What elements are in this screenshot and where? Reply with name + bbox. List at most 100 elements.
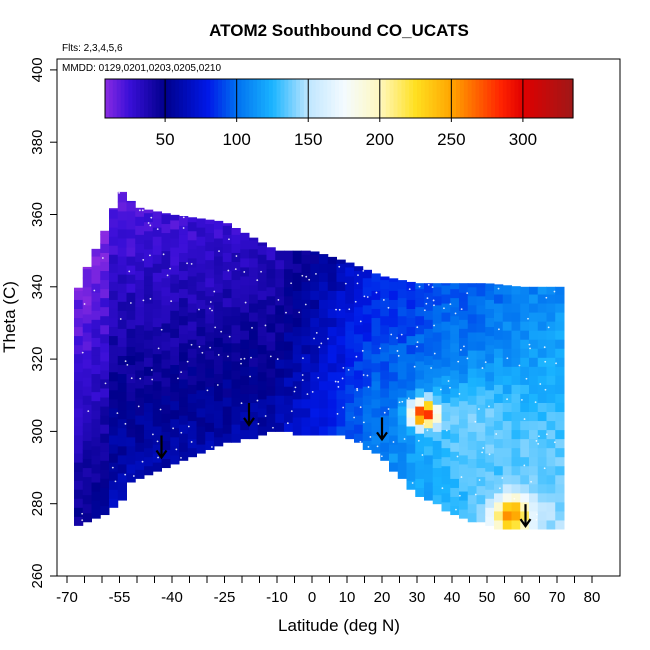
flight-track-point (177, 377, 179, 380)
field-cell (459, 463, 469, 474)
field-cell (222, 369, 232, 380)
field-cell (284, 304, 294, 315)
colorbar-swatch (186, 79, 192, 118)
field-cell (161, 241, 171, 252)
field-cell (222, 261, 232, 272)
field-cell (117, 247, 127, 257)
field-cell (214, 328, 224, 338)
field-cell (152, 380, 162, 391)
field-cell (537, 286, 547, 295)
field-cell (82, 422, 92, 432)
flight-track-point (175, 448, 178, 451)
field-cell (222, 243, 232, 253)
field-cell (441, 321, 451, 331)
field-cell (467, 404, 477, 414)
field-cell (117, 310, 127, 320)
field-cell (249, 348, 259, 358)
field-cell (459, 391, 469, 402)
colorbar-swatch (342, 79, 348, 118)
field-cell (284, 386, 294, 396)
field-cell (494, 519, 504, 530)
field-cell (187, 375, 197, 385)
field-cell (380, 351, 390, 362)
field-cell (292, 326, 302, 337)
field-cell (231, 360, 241, 371)
field-cell (529, 312, 539, 322)
field-cell (371, 308, 381, 319)
field-cell (546, 510, 556, 521)
field-cell (310, 281, 320, 291)
field-cell (205, 395, 215, 405)
field-cell (555, 465, 565, 476)
field-cell (537, 447, 547, 458)
field-cell (467, 494, 477, 505)
field-cell (284, 350, 294, 360)
colorbar-swatch (506, 79, 512, 118)
field-cell (179, 234, 189, 244)
field-cell (117, 445, 127, 456)
field-cell (275, 295, 285, 306)
field-cell (187, 303, 197, 313)
field-cell (336, 326, 346, 337)
field-cell (222, 433, 232, 443)
field-cell (529, 411, 539, 422)
field-cell (459, 400, 469, 411)
field-cell (494, 284, 504, 286)
field-cell (161, 331, 171, 342)
field-cell (362, 431, 372, 441)
x-tick-label: 30 (409, 589, 426, 606)
field-cell (511, 348, 521, 358)
field-cell (406, 480, 416, 490)
colorbar-swatch (487, 79, 492, 118)
field-cell (494, 366, 504, 376)
field-cell (406, 371, 416, 382)
field-cell (205, 368, 215, 378)
field-cell (450, 424, 460, 434)
flight-track-point (547, 326, 550, 329)
field-cell (161, 368, 171, 378)
field-cell (371, 444, 381, 454)
field-cell (161, 449, 171, 460)
field-cell (345, 393, 355, 403)
colorbar: 50 100 150 200 250 300 (104, 78, 574, 149)
field-cell (441, 483, 451, 494)
field-cell (406, 299, 416, 309)
field-cell (327, 353, 337, 364)
colorbar-swatch (409, 79, 414, 118)
field-cell (476, 341, 486, 351)
field-cell (82, 277, 92, 288)
flight-arrow-head (519, 518, 532, 529)
field-cell (179, 252, 189, 262)
field-cell (82, 341, 92, 351)
field-cell (170, 214, 180, 221)
field-cell (389, 335, 399, 346)
field-cell (389, 453, 399, 463)
flight-track-point (481, 367, 484, 369)
field-cell (240, 357, 250, 367)
field-cell (170, 409, 180, 420)
field-cell (170, 337, 180, 347)
field-cell (205, 250, 215, 261)
field-cell (389, 281, 399, 291)
flight-track-point (218, 250, 220, 253)
field-cell (432, 431, 442, 441)
field-cell (415, 478, 425, 488)
field-cell (170, 274, 180, 284)
flight-track-point (383, 411, 386, 414)
field-cell (292, 344, 302, 355)
field-cell (135, 469, 145, 479)
field-cell (380, 433, 390, 443)
field-cell (362, 313, 372, 324)
field-cell (91, 445, 101, 456)
field-cell (502, 501, 512, 512)
field-cell (494, 284, 504, 295)
colorbar-swatch (233, 79, 239, 118)
colorbar-swatch (222, 79, 227, 118)
field-cell (82, 485, 92, 496)
field-cell (187, 420, 197, 431)
field-cell (275, 313, 285, 324)
field-cell (117, 210, 127, 221)
field-cell (415, 288, 425, 299)
field-cell (109, 416, 119, 427)
flight-track-point (545, 296, 548, 299)
